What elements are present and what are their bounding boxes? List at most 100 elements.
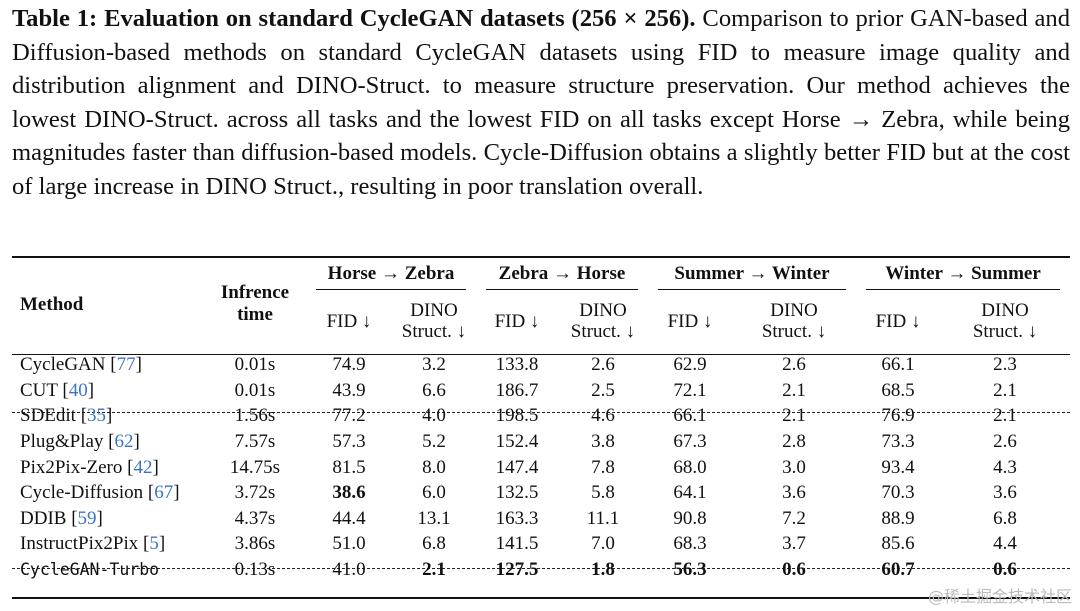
fid-value: 88.9	[881, 507, 915, 529]
fid-value: 60.7	[881, 559, 915, 581]
fid-value: 76.9	[881, 405, 915, 427]
fid-value: 70.3	[881, 482, 915, 504]
dino-struct-value: 6.8	[422, 533, 446, 555]
fid-value: 127.5	[495, 559, 539, 581]
dino-struct-value: 0.6	[993, 559, 1017, 581]
watermark: @稀土掘金技术社区	[927, 587, 1072, 606]
dino-struct-value: 4.3	[993, 456, 1017, 478]
time-header-line2: time	[237, 304, 273, 325]
group-header: Horse → Zebra	[306, 256, 476, 290]
citation-link[interactable]: 35	[87, 405, 107, 427]
fid-value: 73.3	[881, 431, 915, 453]
table-row: DDIB [59] 4.37s 44.4 13.1 163.3 11.1 90.8 7.2 88…	[12, 506, 1070, 532]
dino-struct-value: 0.6	[782, 559, 806, 581]
inference-time: 1.56s	[234, 405, 276, 427]
dino-header: DINO Struct. ↓	[972, 300, 1038, 342]
dino-struct-value: 2.6	[782, 354, 806, 376]
fid-value: 77.2	[332, 405, 366, 427]
citation-link[interactable]: 59	[77, 507, 97, 529]
citation-link[interactable]: 67	[154, 482, 174, 504]
fid-value: 41.0	[332, 559, 366, 581]
header-row-groups: Method Infrence time Horse → Zebra Zebra…	[12, 256, 1070, 325]
dino-struct-value: 6.6	[422, 379, 446, 401]
group-header: Zebra → Horse	[476, 256, 648, 290]
fid-value: 85.6	[881, 533, 915, 555]
dino-struct-value: 2.6	[993, 431, 1017, 453]
dino-struct-value: 3.6	[782, 482, 806, 504]
dino-struct-value: 3.0	[782, 456, 806, 478]
group-header: Winter → Summer	[856, 256, 1070, 290]
inference-time: 3.72s	[234, 482, 276, 504]
dino-struct-value: 13.1	[417, 507, 451, 529]
method-name: CycleGAN [77]	[20, 354, 142, 376]
fid-header: FID ↓	[494, 310, 540, 332]
inference-time: 14.75s	[229, 456, 281, 478]
table-caption: Table 1: Evaluation on standard CycleGAN…	[12, 2, 1070, 204]
fid-header: FID ↓	[326, 310, 372, 332]
fid-value: 68.0	[673, 456, 707, 478]
table-row: Pix2Pix-Zero [42] 14.75s 81.5 8.0 147.4 7.8 68…	[12, 454, 1070, 480]
dino-struct-value: 2.1	[782, 379, 806, 401]
inference-time: 3.86s	[234, 533, 276, 555]
fid-value: 68.5	[881, 379, 915, 401]
fid-value: 51.0	[332, 533, 366, 555]
fid-value: 152.4	[495, 431, 539, 453]
method-name: Cycle-Diffusion [67]	[20, 482, 180, 504]
table-row: CycleGAN [77] 0.01s 74.9 3.2 133.8 2.6 62.9 2.6…	[12, 352, 1070, 378]
method-name: InstructPix2Pix [5]	[20, 533, 166, 555]
dino-struct-value: 3.7	[782, 533, 806, 555]
fid-value: 67.3	[673, 431, 707, 453]
results-table: Method Infrence time Horse → Zebra Zebra…	[12, 256, 1070, 582]
dino-struct-value: 3.2	[422, 354, 446, 376]
fid-value: 68.3	[673, 533, 707, 555]
table-row: CycleGAN-Turbo 0.13s 41.0 2.1 127.5 1.8 56.3 0.…	[12, 557, 1070, 583]
caption-body: Comparison to prior GAN-based and Diffus…	[12, 5, 1070, 200]
dino-struct-value: 2.8	[782, 431, 806, 453]
dino-header: DINO Struct. ↓	[761, 300, 827, 342]
citation-link[interactable]: 42	[133, 456, 153, 478]
dashed-separator-2	[12, 568, 1070, 569]
inference-time: 7.57s	[234, 431, 276, 453]
fid-value: 62.9	[673, 354, 707, 376]
fid-value: 186.7	[495, 379, 539, 401]
inference-time: 0.01s	[234, 354, 276, 376]
dino-struct-value: 3.6	[993, 482, 1017, 504]
method-name: CycleGAN-Turbo	[20, 560, 160, 580]
dino-struct-value: 7.0	[591, 533, 615, 555]
fid-value: 93.4	[881, 456, 915, 478]
fid-value: 81.5	[332, 456, 366, 478]
fid-value: 90.8	[673, 507, 707, 529]
bottom-rule	[12, 597, 1070, 599]
fid-value: 133.8	[495, 354, 539, 376]
dino-struct-value: 11.1	[586, 507, 620, 529]
fid-value: 38.6	[332, 482, 366, 504]
fid-value: 66.1	[673, 405, 707, 427]
fid-value: 132.5	[495, 482, 539, 504]
citation-link[interactable]: 5	[149, 533, 159, 555]
fid-value: 198.5	[495, 405, 539, 427]
dino-struct-value: 2.1	[782, 405, 806, 427]
fid-value: 64.1	[673, 482, 707, 504]
dino-header: DINO Struct. ↓	[401, 300, 467, 342]
dino-struct-value: 2.1	[422, 559, 446, 581]
method-name: Pix2Pix-Zero [42]	[20, 456, 159, 478]
table-row: SDEdit [35] 1.56s 77.2 4.0 198.5 4.6 66.1 2.1 76…	[12, 403, 1070, 429]
dino-struct-value: 6.8	[993, 507, 1017, 529]
dino-struct-value: 5.2	[422, 431, 446, 453]
fid-value: 43.9	[332, 379, 366, 401]
method-name: SDEdit [35]	[20, 405, 113, 427]
dino-struct-value: 4.0	[422, 405, 446, 427]
dino-struct-value: 4.6	[591, 405, 615, 427]
citation-link[interactable]: 40	[68, 379, 88, 401]
dino-struct-value: 7.2	[782, 507, 806, 529]
inference-time: 4.37s	[234, 507, 276, 529]
top-rule	[12, 256, 1070, 258]
fid-value: 66.1	[881, 354, 915, 376]
fid-value: 72.1	[673, 379, 707, 401]
inference-time: 0.13s	[234, 559, 276, 581]
group-header: Summer → Winter	[648, 256, 856, 290]
citation-link[interactable]: 62	[114, 431, 134, 453]
dino-struct-value: 2.3	[993, 354, 1017, 376]
citation-link[interactable]: 77	[116, 354, 136, 376]
method-name: Plug&Play [62]	[20, 431, 140, 453]
